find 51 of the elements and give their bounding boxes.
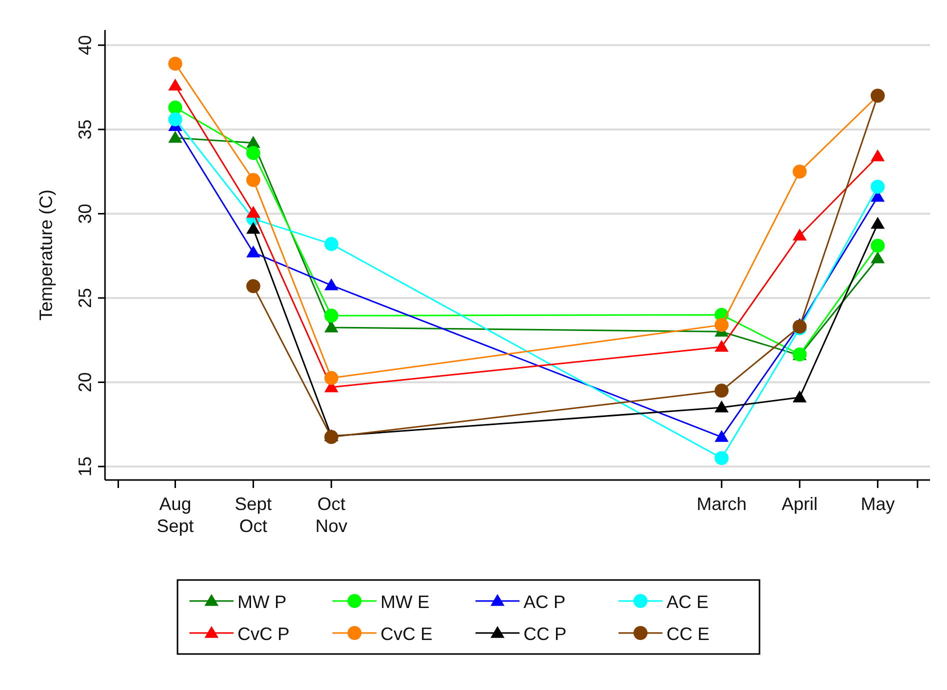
- point: [324, 237, 338, 252]
- point: [714, 451, 729, 466]
- point: [792, 164, 807, 179]
- point: [246, 146, 260, 160]
- point: [870, 149, 885, 162]
- point: [714, 340, 729, 352]
- y-axis-title: Temperature (C): [36, 189, 56, 321]
- y-tick-label: 15: [75, 456, 95, 477]
- legend-label: MW P: [238, 592, 286, 612]
- point: [324, 278, 338, 290]
- point: [870, 251, 885, 264]
- legend-label: AC E: [666, 592, 709, 612]
- legend-label: CvC E: [380, 624, 433, 644]
- point: [168, 100, 182, 115]
- x-tick-label: Aug Sept: [156, 494, 194, 536]
- x-tick-label: Sept Oct: [234, 494, 272, 536]
- point: [168, 112, 182, 126]
- y-tick-label: 25: [75, 288, 95, 308]
- point: [714, 400, 729, 412]
- point: [246, 173, 260, 187]
- point: [792, 228, 807, 241]
- y-tick-label: 30: [75, 204, 95, 224]
- point: [324, 430, 338, 444]
- legend-label: AC P: [524, 592, 566, 612]
- legend-label: CC E: [666, 624, 710, 644]
- point: [714, 318, 729, 332]
- point: [246, 245, 260, 258]
- x-tick-label: Oct Nov: [315, 494, 348, 536]
- point: [246, 279, 260, 294]
- point: [168, 56, 182, 71]
- point: [324, 371, 338, 386]
- legend-label: CvC P: [238, 624, 290, 644]
- x-tick-label: March: [696, 494, 747, 514]
- point: [792, 390, 807, 402]
- point: [168, 130, 182, 143]
- point: [246, 206, 260, 218]
- point: [168, 78, 182, 91]
- legend-label: MW E: [380, 592, 430, 612]
- point: [324, 308, 338, 323]
- point: [870, 216, 885, 229]
- y-tick-label: 35: [75, 119, 95, 140]
- point: [870, 180, 885, 194]
- point: [246, 222, 260, 234]
- legend-label: CC P: [524, 624, 567, 644]
- y-tick-label: 20: [75, 372, 95, 392]
- point: [870, 238, 885, 253]
- point: [714, 384, 729, 398]
- x-tick-label: May: [860, 494, 895, 514]
- point: [714, 430, 729, 442]
- y-tick-label: 40: [75, 35, 95, 56]
- x-tick-label: April: [782, 494, 818, 514]
